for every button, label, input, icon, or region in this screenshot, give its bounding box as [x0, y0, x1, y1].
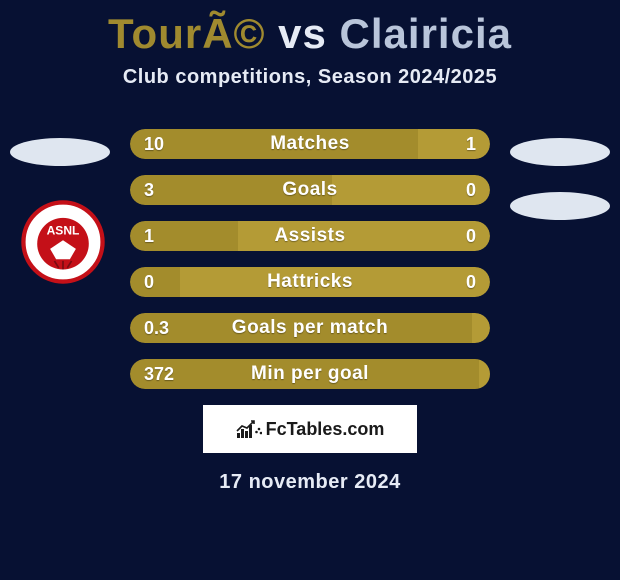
- stat-row: 101Matches: [130, 129, 490, 159]
- stat-label: Goals per match: [130, 317, 490, 339]
- stat-bars: 101Matches 30Goals 10Assists 00Hattricks 0.3…: [130, 129, 490, 389]
- stat-row: 0.3Goals per match: [130, 313, 490, 343]
- svg-text:ASNL: ASNL: [47, 223, 80, 237]
- snapshot-date: 17 november 2024: [0, 471, 620, 494]
- attribution-text: FcTables.com: [266, 419, 385, 440]
- right-team-oval-icon-1: [510, 138, 610, 166]
- stat-row: 372Min per goal: [130, 359, 490, 389]
- left-team-oval-icon: [10, 138, 110, 166]
- stat-label: Goals: [130, 179, 490, 201]
- attribution-badge: FcTables.com: [203, 405, 417, 453]
- attribution-logo-icon: [236, 419, 262, 439]
- comparison-title: TourÃ© vs Clairicia: [0, 0, 620, 58]
- comparison-content: ASNL 101Matches 30Goals 10Assists 00Hattric…: [0, 129, 620, 494]
- stat-label: Assists: [130, 225, 490, 247]
- stat-label: Hattricks: [130, 271, 490, 293]
- stat-label: Min per goal: [130, 363, 490, 385]
- stat-row: 00Hattricks: [130, 267, 490, 297]
- stat-row: 30Goals: [130, 175, 490, 205]
- right-team-oval-icon-2: [510, 192, 610, 220]
- player-b-name: Clairicia: [340, 10, 512, 57]
- subtitle: Club competitions, Season 2024/2025: [0, 66, 620, 89]
- vs-separator: vs: [265, 10, 339, 57]
- stat-label: Matches: [130, 133, 490, 155]
- stat-row: 10Assists: [130, 221, 490, 251]
- club-badge-icon: ASNL: [20, 199, 106, 285]
- player-a-name: TourÃ©: [108, 10, 265, 57]
